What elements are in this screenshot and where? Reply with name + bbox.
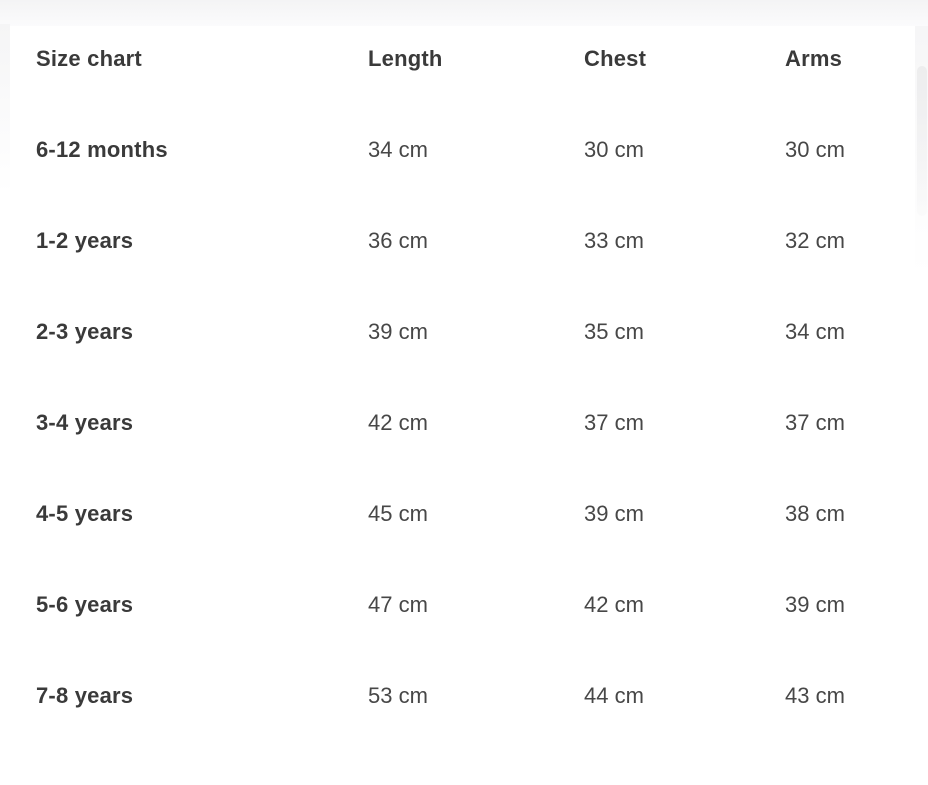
chest-value: 33 cm [584,228,644,254]
size-label: 4-5 years [36,501,134,527]
chest-value: 30 cm [584,137,644,163]
length-value: 42 cm [368,410,428,436]
size-label: 6-12 months [36,137,168,163]
table-row: 1-2 years 36 cm 33 cm 32 cm [0,196,928,287]
length-value: 36 cm [368,228,428,254]
length-value: 47 cm [368,592,428,618]
header-chest: Chest [584,46,647,72]
size-label: 7-8 years [36,683,134,709]
header-length: Length [368,46,443,72]
table-row: 2-3 years 39 cm 35 cm 34 cm [0,287,928,378]
table-row: 3-4 years 42 cm 37 cm 37 cm [0,378,928,469]
table-row: 5-6 years 47 cm 42 cm 39 cm [0,560,928,651]
size-label: 3-4 years [36,410,134,436]
table-row: 4-5 years 45 cm 39 cm 38 cm [0,469,928,560]
page-top-band [0,0,928,26]
arms-value: 37 cm [785,410,845,436]
table-row: 6-12 months 34 cm 30 cm 30 cm [0,105,928,196]
length-value: 39 cm [368,319,428,345]
chest-value: 35 cm [584,319,644,345]
scrollbar-track[interactable] [915,26,928,276]
length-value: 53 cm [368,683,428,709]
chest-value: 37 cm [584,410,644,436]
size-label: 1-2 years [36,228,134,254]
arms-value: 38 cm [785,501,845,527]
chest-value: 44 cm [584,683,644,709]
arms-value: 32 cm [785,228,845,254]
chest-value: 42 cm [584,592,644,618]
arms-value: 39 cm [785,592,845,618]
header-arms: Arms [785,46,843,72]
header-size-chart: Size chart [36,46,142,72]
length-value: 45 cm [368,501,428,527]
size-label: 2-3 years [36,319,134,345]
arms-value: 34 cm [785,319,845,345]
arms-value: 30 cm [785,137,845,163]
length-value: 34 cm [368,137,428,163]
size-chart-table: Size chart Length Chest Arms 6-12 months… [0,14,928,742]
arms-value: 43 cm [785,683,845,709]
size-label: 5-6 years [36,592,134,618]
table-header-row: Size chart Length Chest Arms [0,14,928,105]
chest-value: 39 cm [584,501,644,527]
page-left-shade [0,24,10,194]
table-row: 7-8 years 53 cm 44 cm 43 cm [0,651,928,742]
scrollbar-thumb[interactable] [917,66,927,216]
